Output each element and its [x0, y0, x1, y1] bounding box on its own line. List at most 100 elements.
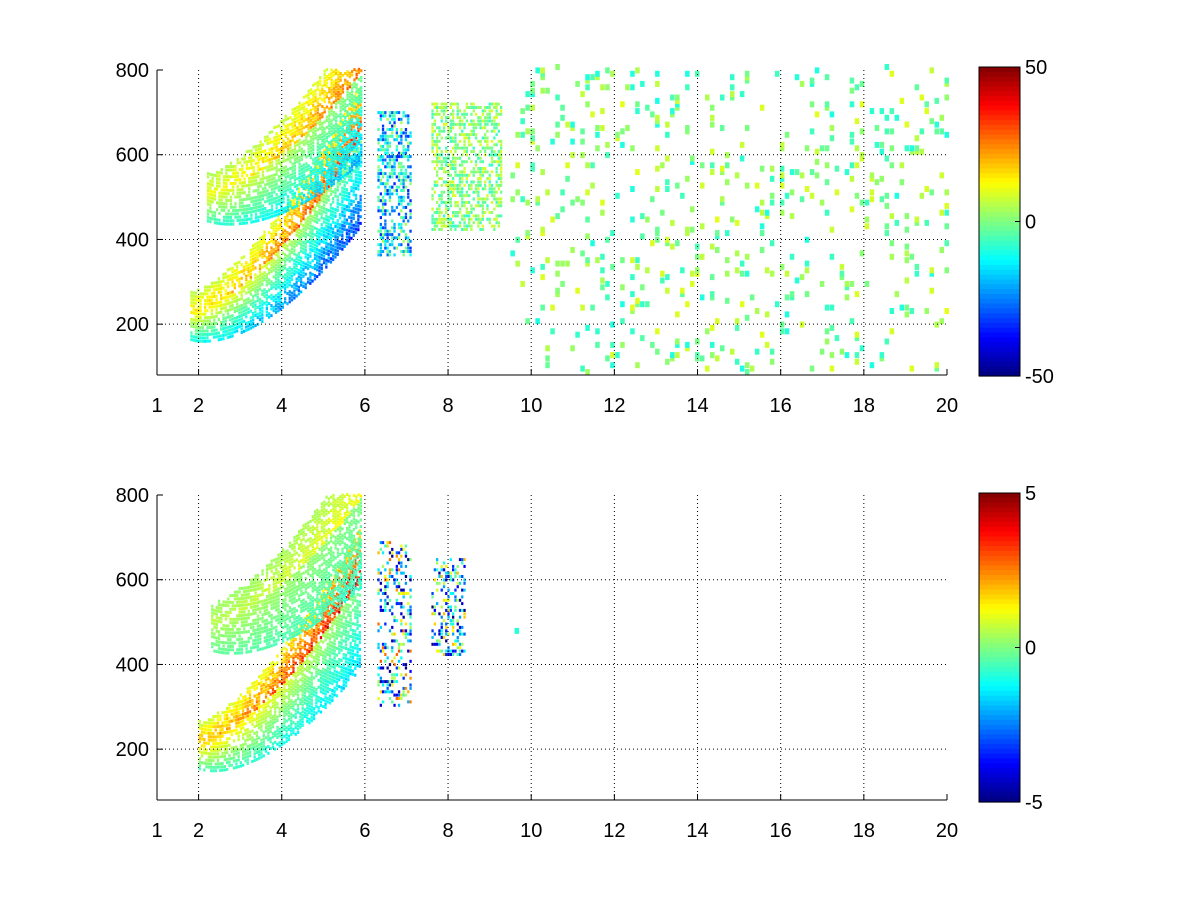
- heatmap-cell: [348, 127, 351, 131]
- heatmap-cell: [307, 188, 310, 191]
- heatmap-cell: [250, 207, 253, 210]
- heatmap-cell: [314, 183, 317, 187]
- heatmap-cell: [488, 112, 491, 116]
- heatmap-cell: [384, 202, 387, 206]
- heatmap-cell: [241, 198, 244, 202]
- heatmap-cell: [338, 179, 342, 183]
- heatmap-cell: [298, 148, 301, 152]
- heatmap-cell: [391, 165, 394, 169]
- heatmap-cell: [944, 223, 949, 230]
- heatmap-cell: [227, 212, 230, 216]
- heatmap-cell: [348, 149, 351, 153]
- heatmap-cell: [339, 75, 342, 79]
- heatmap-cell: [309, 179, 313, 183]
- heatmap-cell: [889, 70, 895, 77]
- heatmap-cell: [234, 209, 237, 212]
- heatmap-cell: [234, 168, 237, 172]
- heatmap-cell: [497, 129, 500, 133]
- heatmap-cell: [431, 139, 434, 143]
- heatmap-cell: [316, 185, 319, 189]
- heatmap-cell: [495, 102, 498, 106]
- heatmap-cell: [330, 68, 333, 72]
- heatmap-cell: [246, 755, 249, 759]
- heatmap-cell: [228, 754, 231, 757]
- heatmap-cell: [257, 195, 260, 199]
- heatmap-cell: [309, 156, 313, 160]
- heatmap-cell: [348, 120, 351, 124]
- heatmap-cell: [465, 214, 468, 218]
- heatmap-cell: [357, 207, 360, 211]
- heatmap-cell: [402, 155, 405, 159]
- heatmap-cell: [266, 158, 269, 162]
- heatmap-cell: [488, 146, 491, 150]
- heatmap-cell: [447, 207, 450, 211]
- heatmap-cell: [266, 213, 269, 217]
- heatmap-cell: [346, 154, 349, 158]
- heatmap-cell: [348, 232, 351, 236]
- heatmap-cell: [266, 155, 269, 159]
- heatmap-cell: [309, 234, 312, 238]
- heatmap-cell: [540, 70, 545, 77]
- heatmap-cell: [233, 276, 236, 280]
- heatmap-cell: [904, 145, 910, 152]
- heatmap-cell: [231, 317, 234, 321]
- heatmap-cell: [230, 702, 233, 706]
- heatmap-cell: [239, 703, 242, 707]
- heatmap-cell: [353, 159, 356, 163]
- heatmap-cell: [293, 289, 296, 293]
- heatmap-cell: [404, 172, 408, 176]
- heatmap-cell: [407, 236, 410, 240]
- heatmap-cell: [328, 154, 331, 158]
- heatmap-cell: [605, 141, 610, 148]
- heatmap-cell: [470, 122, 473, 126]
- heatmap-cell: [386, 141, 389, 145]
- heatmap-cell: [353, 152, 356, 156]
- heatmap-cell: [495, 153, 498, 157]
- heatmap-cell: [312, 185, 315, 189]
- heatmap-cell: [789, 213, 795, 220]
- heatmap-cell: [296, 133, 299, 137]
- heatmap-cell: [353, 81, 356, 85]
- heatmap-cell: [316, 210, 319, 214]
- heatmap-cell: [236, 191, 239, 195]
- heatmap-cell: [277, 282, 280, 286]
- heatmap-cell: [353, 78, 356, 82]
- heatmap-cell: [203, 738, 206, 741]
- heatmap-cell: [229, 219, 233, 223]
- heatmap-cell: [336, 229, 339, 233]
- heatmap-cell: [306, 179, 310, 182]
- heatmap-cell: [869, 196, 875, 203]
- heatmap-cell: [341, 131, 345, 135]
- heatmap-cell: [249, 272, 252, 276]
- heatmap-cell: [384, 219, 387, 223]
- heatmap-cell: [929, 67, 934, 74]
- heatmap-cell: [241, 157, 244, 161]
- heatmap-cell: [433, 221, 436, 225]
- heatmap-cell: [904, 213, 910, 220]
- heatmap-cell: [257, 154, 260, 158]
- heatmap-cell: [337, 97, 340, 101]
- heatmap-cell: [334, 231, 337, 235]
- heatmap-cell: [210, 745, 213, 749]
- heatmap-cell: [274, 260, 278, 264]
- heatmap-cell: [254, 155, 258, 159]
- heatmap-cell: [216, 748, 220, 752]
- heatmap-cell: [354, 197, 358, 201]
- heatmap-cell: [226, 751, 229, 755]
- heatmap-cell: [919, 148, 925, 155]
- heatmap-cell: [266, 142, 269, 145]
- heatmap-cell: [190, 304, 193, 308]
- heatmap-cell: [297, 251, 300, 255]
- heatmap-cell: [319, 160, 322, 164]
- heatmap-cell: [804, 267, 810, 274]
- heatmap-cell: [454, 224, 457, 228]
- heatmap-cell: [270, 140, 274, 144]
- heatmap-cell: [463, 112, 466, 116]
- heatmap-cell: [209, 196, 212, 200]
- heatmap-cell: [205, 721, 208, 725]
- heatmap-cell: [261, 272, 264, 276]
- heatmap-cell: [341, 104, 345, 108]
- heatmap-cell: [261, 316, 264, 320]
- heatmap-cell: [472, 126, 475, 130]
- heatmap-cell: [357, 101, 361, 105]
